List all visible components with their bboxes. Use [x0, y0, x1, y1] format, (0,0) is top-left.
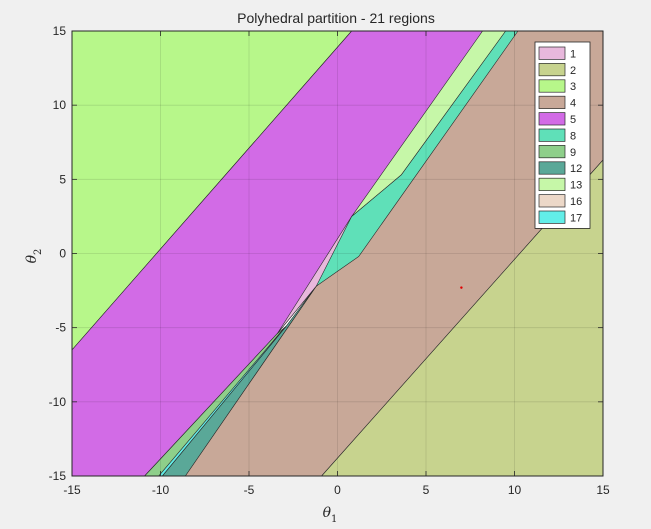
legend-label-9: 9: [570, 147, 576, 159]
x-tick-label: 10: [508, 483, 522, 497]
legend-swatch-3: [538, 79, 566, 93]
legend-swatch-2: [538, 63, 566, 77]
x-tick-label: -10: [152, 483, 170, 497]
x-tick-label: 5: [423, 483, 430, 497]
x-tick-label: -15: [63, 483, 81, 497]
legend-swatch-12: [538, 161, 566, 175]
legend-label-2: 2: [570, 65, 576, 77]
annotation-point: [460, 286, 463, 289]
y-tick-label: 15: [53, 24, 67, 38]
legend-swatch-4: [538, 95, 566, 109]
y-tick-label: -10: [49, 395, 67, 409]
chart-title: Polyhedral partition - 21 regions: [237, 10, 435, 26]
x-axis-label: θ1: [323, 505, 338, 525]
y-tick-label: -5: [55, 321, 66, 335]
legend-swatch-16: [538, 194, 566, 208]
y-tick-label: 5: [59, 172, 66, 186]
legend-label-4: 4: [570, 98, 576, 110]
legend-label-5: 5: [570, 114, 576, 126]
legend-swatch-1: [538, 46, 566, 60]
y-axis-label: θ2: [24, 249, 44, 264]
legend-label-3: 3: [570, 81, 576, 93]
x-tick-label: 15: [596, 483, 610, 497]
legend-label-8: 8: [570, 130, 576, 142]
y-tick-label: 10: [53, 98, 67, 112]
legend-label-12: 12: [570, 163, 582, 175]
legend-swatch-13: [538, 177, 566, 191]
y-tick-label: 0: [59, 247, 66, 261]
legend-swatch-17: [538, 210, 566, 224]
legend-swatch-9: [538, 145, 566, 159]
legend-swatch-8: [538, 128, 566, 142]
x-tick-label: 0: [334, 483, 341, 497]
legend-label-17: 17: [570, 212, 582, 224]
legend-label-16: 16: [570, 196, 582, 208]
legend-swatch-5: [538, 112, 566, 126]
legend-label-13: 13: [570, 180, 582, 192]
y-tick-label: -15: [49, 469, 67, 483]
x-tick-label: -5: [244, 483, 255, 497]
legend-label-1: 1: [570, 48, 576, 60]
